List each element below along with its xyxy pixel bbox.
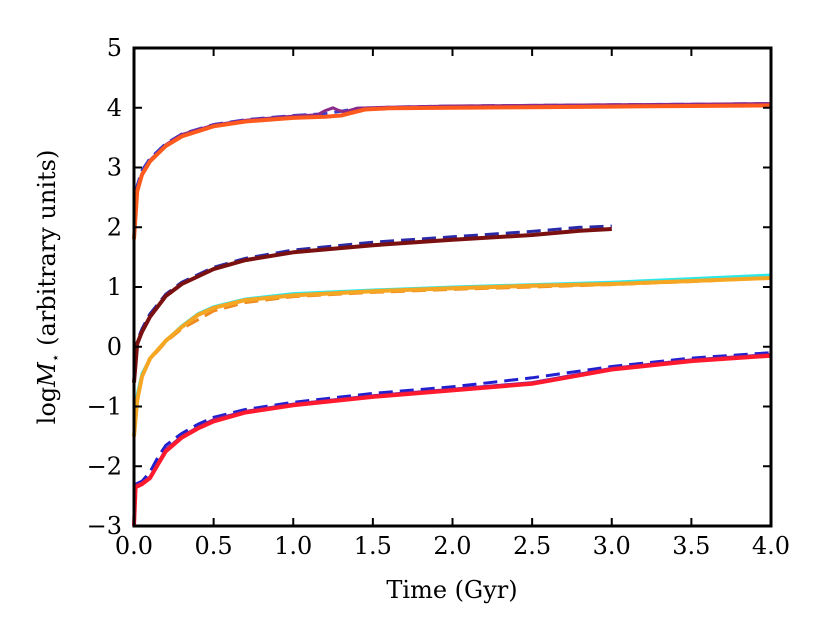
y-axis-label-star: ⋆ [48,353,64,362]
x-tick-label: 2.5 [513,532,551,560]
y-tick-label: 1 [107,273,122,301]
series-line-bottom-purple [132,353,772,527]
series-line-third-cyan [132,273,772,431]
x-tick-label: 3.5 [672,532,710,560]
x-tick-label: 0.5 [195,532,233,560]
x-tick-label: 1.0 [274,532,312,560]
x-tick-label: 4.0 [752,532,790,560]
y-axis-label-log: log [33,387,61,425]
y-tick-label: −3 [87,512,122,540]
y-tick-label: −1 [87,393,122,421]
x-tick-label: 2.0 [433,532,471,560]
series-line-third-orange [132,276,772,437]
y-tick-label: 4 [107,94,122,122]
y-tick-label: 5 [107,34,122,62]
x-tick-label: 1.5 [354,532,392,560]
series-line-top-orange [132,103,772,240]
y-tick-label: −2 [87,452,122,480]
x-tick-label: 0.0 [115,532,153,560]
series-line-second-dashed [132,224,612,377]
series-line-bottom-dashed [132,351,772,527]
series-line-bottom-red [132,353,772,527]
ticks-layer [133,47,772,527]
y-axis-label-symbol: M [33,361,61,388]
y-tick-label: 0 [107,333,122,361]
y-tick-label: 2 [107,213,122,241]
y-axis-label: logM⋆ (arbitrary units) [33,150,64,425]
x-tick-label: 3.0 [593,532,631,560]
tick-labels: 0.0 0.5 1.0 1.5 2.0 2.5 3.0 3.5 4.0 −3 −2 −1 0 1 2 3 4 5 [87,34,790,560]
series-line-second-darkred [132,227,612,383]
series-layer [132,102,772,527]
x-axis-label: Time (Gyr) [386,576,517,604]
y-tick-label: 3 [107,154,122,182]
y-axis-label-units: (arbitrary units) [33,150,61,354]
